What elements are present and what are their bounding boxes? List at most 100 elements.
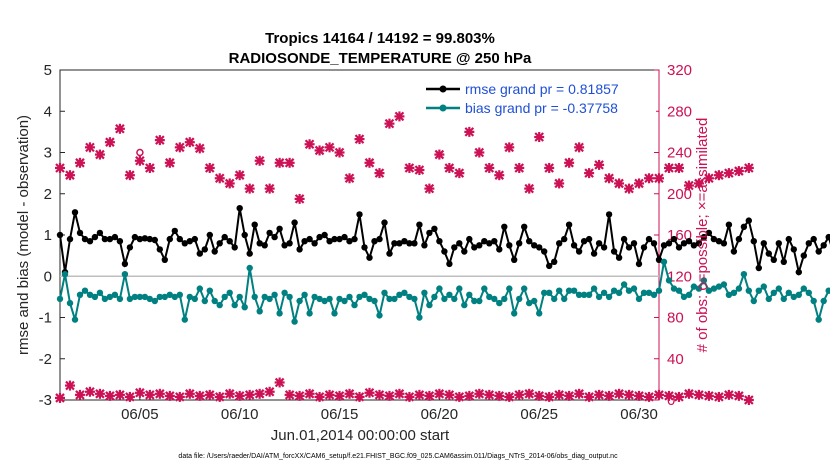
bias-point xyxy=(376,312,383,319)
legend-bias-label: bias grand pr = -0.37758 xyxy=(465,100,618,116)
obs_assimilated-point xyxy=(304,139,315,150)
obs_rejected-point xyxy=(114,389,125,400)
bias-point xyxy=(516,295,523,303)
obs_rejected-point xyxy=(634,390,645,401)
rmse-bias-series xyxy=(56,205,830,325)
rmse-point xyxy=(361,244,368,251)
obs_rejected-point xyxy=(683,388,694,399)
obs_rejected-point xyxy=(504,391,515,402)
rmse-point xyxy=(590,250,598,257)
bias-point xyxy=(680,293,688,301)
obs_assimilated-point xyxy=(594,159,605,170)
rmse-point xyxy=(725,221,733,228)
bias-point xyxy=(91,293,99,301)
bias-point xyxy=(496,299,503,307)
bias-point xyxy=(665,277,673,284)
obs_rejected-point xyxy=(244,389,255,400)
bias-point xyxy=(371,297,378,305)
obs_rejected-point xyxy=(364,387,375,398)
bias-point xyxy=(391,295,398,303)
rmse-point xyxy=(271,233,278,241)
bias-point xyxy=(186,293,193,301)
bias-point xyxy=(725,291,733,298)
rmse-point xyxy=(810,235,817,243)
obs_assimilated-point xyxy=(554,178,565,189)
rmse-point xyxy=(291,219,298,226)
rmse-point xyxy=(770,256,777,263)
obs_assimilated-point xyxy=(134,155,145,166)
legend-rmse-marker xyxy=(439,85,447,93)
obs_rejected-point xyxy=(124,391,135,402)
obs_assimilated-point xyxy=(544,162,555,173)
rmse-point xyxy=(326,238,333,245)
rmse-point xyxy=(166,235,173,243)
bias-point xyxy=(645,289,653,296)
bias-point xyxy=(106,293,114,301)
bias-point xyxy=(780,295,787,303)
obs_rejected-point xyxy=(454,391,465,402)
bias-point xyxy=(316,295,323,303)
obs_assimilated-point xyxy=(514,162,525,173)
obs_rejected-point xyxy=(284,389,295,400)
bias-point xyxy=(276,310,283,317)
obs_assimilated-point xyxy=(55,162,65,173)
rmse-point xyxy=(316,233,323,241)
obs_assimilated-point xyxy=(534,132,545,143)
rmse-point xyxy=(645,235,653,243)
rmse-point xyxy=(780,258,787,265)
obs_assimilated-point xyxy=(174,142,185,153)
bias-point xyxy=(231,301,238,309)
rmse-point xyxy=(745,217,752,224)
rmse-point xyxy=(501,223,508,230)
bias-point xyxy=(241,304,248,311)
bias-point xyxy=(670,285,678,292)
obs_assimilated-point xyxy=(434,149,445,160)
rmse-point xyxy=(730,248,738,255)
rmse-point xyxy=(541,248,548,255)
bias-point xyxy=(326,295,333,303)
rmse-point xyxy=(366,254,373,261)
rmse-point xyxy=(321,231,328,239)
bias-point xyxy=(256,308,263,315)
rmse-point xyxy=(660,242,668,249)
rmse-point xyxy=(341,233,348,241)
x-tick-label: 06/15 xyxy=(321,406,359,423)
bias-point xyxy=(730,289,738,296)
rmse-point xyxy=(695,240,703,247)
obs_assimilated-point xyxy=(464,126,475,137)
bias-point xyxy=(451,295,458,303)
bias-point xyxy=(615,289,623,296)
bias-point xyxy=(176,291,183,298)
bias-point xyxy=(610,287,618,294)
obs_rejected-point xyxy=(594,389,605,400)
rmse-point xyxy=(231,244,238,251)
rmse-point xyxy=(331,235,338,243)
rmse-point xyxy=(201,246,208,253)
obs_assimilated-point xyxy=(663,162,674,173)
rmse-point xyxy=(670,235,678,243)
rmse-point xyxy=(710,235,718,243)
x-tick-label: 06/30 xyxy=(620,406,658,423)
rmse-point xyxy=(790,246,797,253)
bias-point xyxy=(211,297,218,305)
bias-point xyxy=(126,295,134,303)
obs_assimilated-point xyxy=(564,157,575,168)
rmse-point xyxy=(141,235,149,242)
rmse-point xyxy=(715,238,723,245)
bias-point xyxy=(166,291,173,298)
rmse-point xyxy=(760,240,767,247)
obs_rejected-point xyxy=(693,389,704,400)
bias-point xyxy=(101,295,109,303)
bias-point xyxy=(650,291,658,298)
rmse-point xyxy=(376,235,383,243)
bias-point xyxy=(745,287,752,294)
rmse-point xyxy=(286,240,293,247)
rmse-point xyxy=(595,240,603,247)
obs_rejected-point xyxy=(703,390,714,401)
rmse-point xyxy=(191,235,198,243)
rmse-point xyxy=(96,229,104,237)
bias-point xyxy=(526,299,533,307)
obs_rejected-point xyxy=(514,389,525,400)
bias-point xyxy=(690,283,698,290)
